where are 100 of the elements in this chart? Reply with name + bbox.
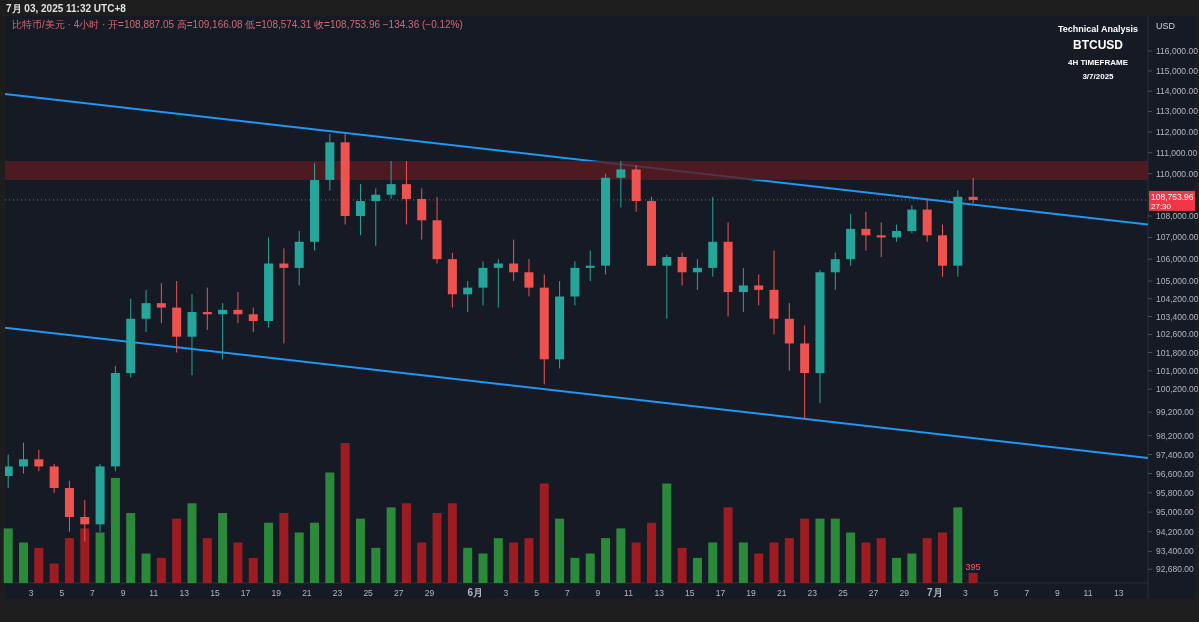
bar (738, 542, 748, 583)
y-tick-label: 114,000.00 (1156, 86, 1199, 97)
candlestick (754, 273, 764, 306)
x-tick-label: 7月 (927, 587, 943, 598)
bar (371, 547, 381, 583)
candlestick (738, 267, 748, 313)
bar (401, 503, 411, 583)
y-tick-label: 99,200.00 (1156, 407, 1195, 418)
bar (95, 532, 105, 583)
bar (677, 547, 687, 583)
bar (800, 518, 810, 583)
x-tick-label: 19 (271, 588, 282, 598)
bar (585, 553, 595, 583)
candlestick (830, 252, 840, 291)
candlestick (907, 204, 917, 234)
bar (156, 557, 166, 583)
candlestick (202, 287, 212, 331)
y-tick-label: 115,000.00 (1156, 65, 1199, 76)
x-tick-label: 25 (363, 588, 374, 598)
bar (355, 518, 365, 583)
x-tick-label: 15 (210, 588, 220, 598)
bar (386, 507, 396, 583)
bar (968, 572, 978, 583)
bar (64, 538, 74, 583)
bar (723, 507, 733, 583)
bar (49, 563, 59, 583)
bar (218, 513, 228, 583)
candlestick (279, 247, 289, 344)
candlestick (19, 442, 29, 475)
y-tick-label: 112,000.00 (1156, 127, 1199, 138)
bar (417, 542, 427, 583)
bar (294, 532, 304, 583)
y-tick-label: 108,000.00 (1156, 210, 1199, 221)
data-label: 395 (965, 561, 981, 572)
candlestick (677, 252, 687, 286)
annotation: 4H TIMEFRAME (1068, 58, 1129, 67)
candlestick (662, 254, 672, 320)
x-tick-label: 23 (332, 588, 343, 598)
candlestick (509, 239, 519, 282)
x-tick-label: 6月 (467, 587, 484, 598)
bar (646, 522, 656, 583)
x-tick-label: 11 (624, 588, 634, 598)
y-tick-label: 116,000.00 (1156, 45, 1199, 56)
y-tick-label: 102,600.00 (1156, 329, 1199, 340)
x-tick-label: 17 (715, 588, 726, 598)
ref-line-label: 108,753.96 (1151, 191, 1194, 202)
candlestick (156, 282, 166, 324)
x-tick-label: 5 (534, 588, 540, 598)
bar (616, 528, 626, 583)
text: 7月 03, 2025 11:32 UTC+8 (6, 3, 127, 14)
candlestick (248, 307, 258, 333)
candlestick (141, 289, 151, 333)
x-tick-label: 7 (564, 588, 570, 598)
bar (202, 538, 212, 583)
bar (279, 513, 289, 583)
x-tick-label: 9 (595, 588, 601, 598)
y-tick-label: 100,200.00 (1156, 384, 1199, 395)
bar (922, 538, 932, 583)
candlestick (876, 221, 886, 258)
bar (539, 483, 549, 583)
x-tick-label: 27 (868, 588, 879, 598)
candlestick (355, 183, 365, 236)
bar (3, 528, 13, 583)
y-tick-label: 95,800.00 (1156, 487, 1195, 498)
y-tick-label: 105,000.00 (1156, 276, 1199, 287)
y-tick-label: 96,600.00 (1156, 468, 1195, 479)
x-tick-label: 13 (1113, 588, 1124, 598)
text: BTCUSD (1073, 38, 1124, 52)
candlestick (5, 454, 13, 489)
y-tick-label: 98,200.00 (1156, 430, 1195, 441)
x-tick-label: 29 (424, 588, 435, 598)
y-tick-label: 107,000.00 (1156, 232, 1199, 243)
x-tick-label: 13 (654, 588, 665, 598)
candlestick (968, 177, 978, 204)
x-tick-label: 23 (807, 588, 818, 598)
bar (172, 518, 182, 583)
bar (861, 542, 871, 583)
bar (892, 557, 902, 583)
text: 27:30 (1151, 201, 1172, 211)
candlestick (233, 291, 243, 324)
candlestick (463, 280, 473, 313)
y-tick-label: 93,400.00 (1156, 546, 1195, 557)
x-tick-label: 11 (1083, 588, 1093, 598)
candlestick (861, 211, 871, 251)
annotation: 比特币/美元 · 4小时 · 开=108,887.05 高=109,166.08 低=108,574.31 收=108,753.96 −134.36 (−0.12%) (12, 19, 463, 30)
x-tick-label: 29 (899, 588, 910, 598)
x-tick-label: 15 (685, 588, 695, 598)
bar (846, 532, 856, 583)
bar (830, 518, 840, 583)
bar (80, 528, 90, 583)
bar (815, 518, 825, 583)
bar (769, 542, 779, 583)
x-tick-label: 9 (120, 588, 126, 598)
candlestick (417, 187, 427, 241)
x-tick-label: 3 (503, 588, 509, 598)
bar (325, 472, 335, 583)
bar (478, 553, 488, 583)
y-tick-label: 97,400.00 (1156, 449, 1195, 460)
y-tick-label: 92,680.00 (1156, 564, 1195, 575)
candlestick (616, 160, 626, 208)
